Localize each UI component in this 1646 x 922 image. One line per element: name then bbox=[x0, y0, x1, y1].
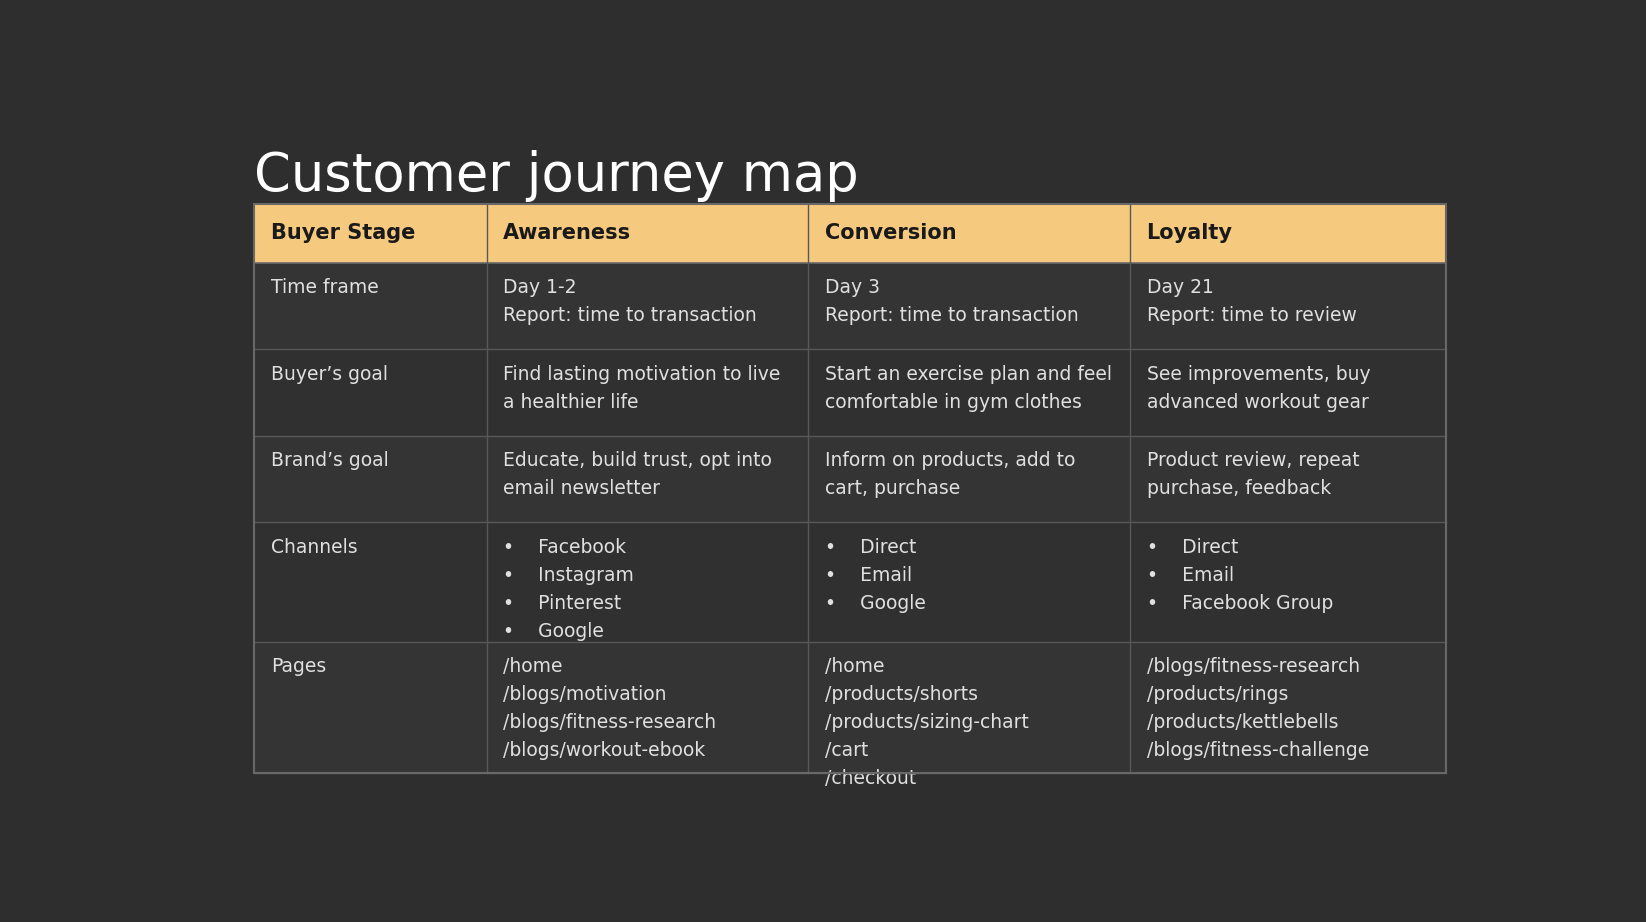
FancyBboxPatch shape bbox=[253, 523, 487, 642]
FancyBboxPatch shape bbox=[487, 263, 808, 349]
FancyBboxPatch shape bbox=[253, 436, 487, 523]
FancyBboxPatch shape bbox=[1129, 205, 1445, 263]
Text: Awareness: Awareness bbox=[504, 223, 632, 243]
Text: Buyer’s goal: Buyer’s goal bbox=[272, 365, 388, 384]
Text: Loyalty: Loyalty bbox=[1147, 223, 1233, 243]
Text: Day 1-2
Report: time to transaction: Day 1-2 Report: time to transaction bbox=[504, 278, 757, 325]
Text: •    Facebook
•    Instagram
•    Pinterest
•    Google: • Facebook • Instagram • Pinterest • Goo… bbox=[504, 538, 634, 641]
Text: /home
/products/shorts
/products/sizing-chart
/cart
/checkout: /home /products/shorts /products/sizing-… bbox=[825, 657, 1029, 788]
Text: /blogs/fitness-research
/products/rings
/products/kettlebells
/blogs/fitness-cha: /blogs/fitness-research /products/rings … bbox=[1147, 657, 1369, 761]
FancyBboxPatch shape bbox=[808, 349, 1129, 436]
FancyBboxPatch shape bbox=[487, 642, 808, 773]
Text: Product review, repeat
purchase, feedback: Product review, repeat purchase, feedbac… bbox=[1147, 452, 1360, 499]
Text: Customer journey map: Customer journey map bbox=[253, 149, 859, 202]
Text: Time frame: Time frame bbox=[272, 278, 379, 297]
Text: •    Direct
•    Email
•    Google: • Direct • Email • Google bbox=[825, 538, 925, 613]
Text: Pages: Pages bbox=[272, 657, 326, 677]
Text: Buyer Stage: Buyer Stage bbox=[272, 223, 415, 243]
FancyBboxPatch shape bbox=[1129, 523, 1445, 642]
Text: Day 3
Report: time to transaction: Day 3 Report: time to transaction bbox=[825, 278, 1078, 325]
FancyBboxPatch shape bbox=[808, 263, 1129, 349]
FancyBboxPatch shape bbox=[253, 263, 487, 349]
Text: /home
/blogs/motivation
/blogs/fitness-research
/blogs/workout-ebook: /home /blogs/motivation /blogs/fitness-r… bbox=[504, 657, 716, 761]
FancyBboxPatch shape bbox=[487, 436, 808, 523]
FancyBboxPatch shape bbox=[253, 642, 487, 773]
FancyBboxPatch shape bbox=[1129, 642, 1445, 773]
Text: Day 21
Report: time to review: Day 21 Report: time to review bbox=[1147, 278, 1356, 325]
FancyBboxPatch shape bbox=[1129, 263, 1445, 349]
FancyBboxPatch shape bbox=[253, 349, 487, 436]
FancyBboxPatch shape bbox=[253, 205, 487, 263]
FancyBboxPatch shape bbox=[808, 436, 1129, 523]
Text: See improvements, buy
advanced workout gear: See improvements, buy advanced workout g… bbox=[1147, 365, 1369, 412]
FancyBboxPatch shape bbox=[808, 642, 1129, 773]
FancyBboxPatch shape bbox=[487, 523, 808, 642]
FancyBboxPatch shape bbox=[487, 349, 808, 436]
Text: Inform on products, add to
cart, purchase: Inform on products, add to cart, purchas… bbox=[825, 452, 1075, 499]
FancyBboxPatch shape bbox=[808, 205, 1129, 263]
Text: Find lasting motivation to live
a healthier life: Find lasting motivation to live a health… bbox=[504, 365, 780, 412]
FancyBboxPatch shape bbox=[808, 523, 1129, 642]
FancyBboxPatch shape bbox=[487, 205, 808, 263]
Text: Start an exercise plan and feel
comfortable in gym clothes: Start an exercise plan and feel comforta… bbox=[825, 365, 1111, 412]
Text: Channels: Channels bbox=[272, 538, 357, 557]
FancyBboxPatch shape bbox=[1129, 349, 1445, 436]
Text: Conversion: Conversion bbox=[825, 223, 956, 243]
Text: •    Direct
•    Email
•    Facebook Group: • Direct • Email • Facebook Group bbox=[1147, 538, 1333, 613]
Text: Educate, build trust, opt into
email newsletter: Educate, build trust, opt into email new… bbox=[504, 452, 772, 499]
Text: Brand’s goal: Brand’s goal bbox=[272, 452, 388, 470]
FancyBboxPatch shape bbox=[1129, 436, 1445, 523]
